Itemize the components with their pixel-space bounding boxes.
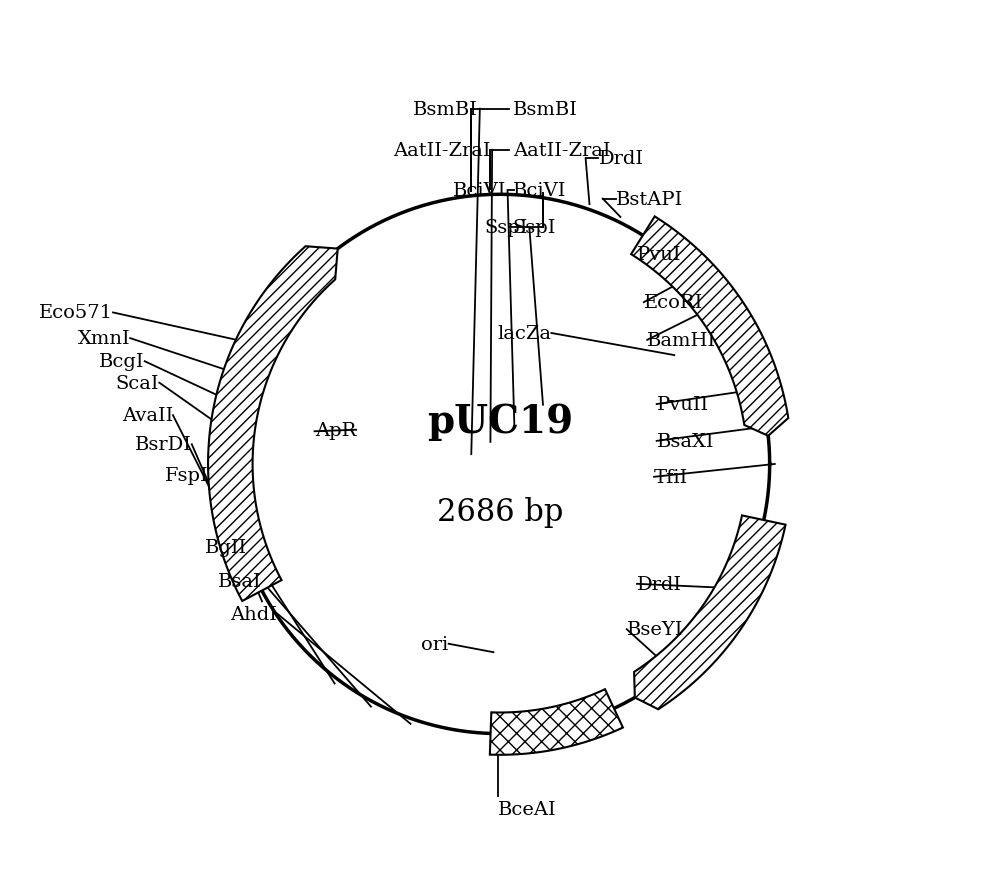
Text: ori: ori <box>421 635 449 653</box>
Text: PvuII: PvuII <box>657 395 709 414</box>
Text: BsmBI: BsmBI <box>513 101 578 118</box>
Text: AatII-ZraI: AatII-ZraI <box>393 142 490 160</box>
Text: Eco571: Eco571 <box>39 304 113 322</box>
Text: BgII: BgII <box>205 539 247 556</box>
Text: ScaI: ScaI <box>116 375 159 392</box>
Text: pUC19: pUC19 <box>427 402 573 441</box>
Text: BceAI: BceAI <box>498 800 557 818</box>
Text: BamHI: BamHI <box>647 331 716 349</box>
Text: XmnI: XmnI <box>78 329 130 348</box>
Text: EcoRI: EcoRI <box>644 294 703 312</box>
Text: AhdI: AhdI <box>231 605 277 623</box>
Text: 2686 bp: 2686 bp <box>437 496 563 527</box>
Text: PvuI: PvuI <box>637 246 681 264</box>
Text: BsaXI: BsaXI <box>657 433 714 450</box>
Text: AatII-ZraI: AatII-ZraI <box>513 142 610 160</box>
Text: AvaII: AvaII <box>122 407 173 425</box>
Text: BstAPI: BstAPI <box>616 190 683 209</box>
Polygon shape <box>490 689 623 755</box>
Polygon shape <box>208 247 338 601</box>
Text: SspI: SspI <box>484 219 528 236</box>
Text: TfiI: TfiI <box>654 468 688 487</box>
Text: ApR: ApR <box>315 421 356 439</box>
Polygon shape <box>631 217 788 436</box>
Text: BciVI: BciVI <box>513 182 566 200</box>
Text: BciVI: BciVI <box>452 182 506 200</box>
Text: DrdI: DrdI <box>598 150 643 168</box>
Text: BsmBI: BsmBI <box>413 101 478 118</box>
Text: BseYI: BseYI <box>627 620 683 639</box>
Text: lacZa: lacZa <box>497 325 551 342</box>
Text: SspI: SspI <box>513 219 556 236</box>
Text: DrdI: DrdI <box>637 575 682 594</box>
Text: BsrDI: BsrDI <box>135 435 192 454</box>
Text: FspI: FspI <box>165 467 209 485</box>
Text: BsaI: BsaI <box>218 573 262 591</box>
Polygon shape <box>634 516 786 709</box>
Text: BcgI: BcgI <box>99 353 145 371</box>
